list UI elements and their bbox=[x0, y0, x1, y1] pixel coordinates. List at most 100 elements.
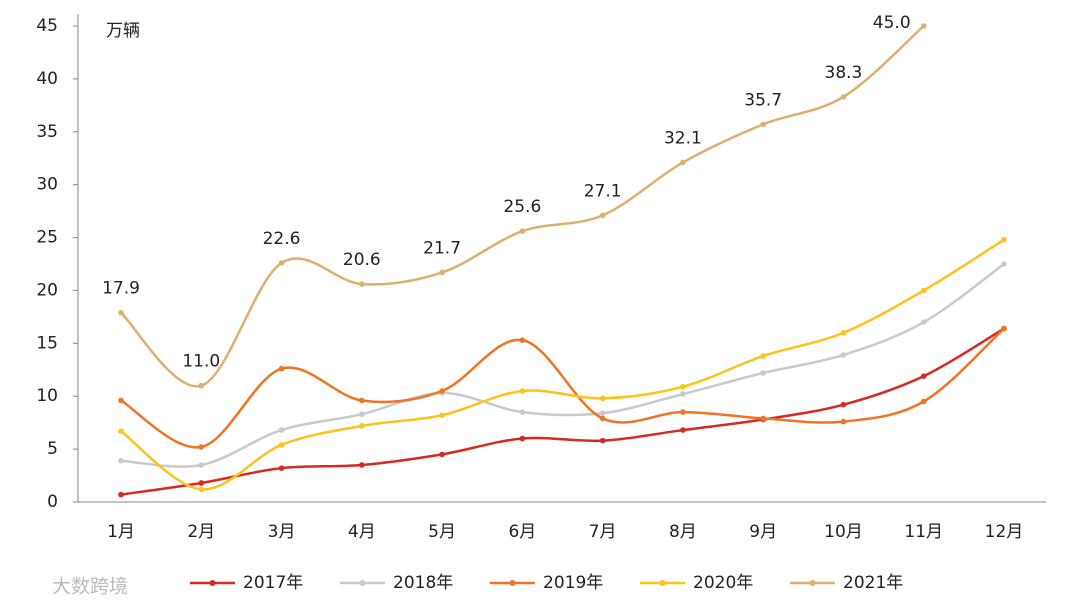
data-point bbox=[920, 319, 927, 325]
data-point bbox=[840, 329, 847, 336]
data-label: 32.1 bbox=[664, 128, 702, 148]
data-point bbox=[198, 382, 205, 389]
data-point bbox=[519, 409, 526, 415]
x-tick-label: 7月 bbox=[589, 522, 617, 542]
series-line bbox=[120, 238, 1005, 491]
data-point bbox=[599, 410, 606, 416]
data-point bbox=[278, 365, 285, 372]
y-tick-label: 35 bbox=[36, 122, 58, 142]
x-tick-label: 11月 bbox=[904, 522, 943, 542]
data-point bbox=[599, 415, 606, 422]
data-point bbox=[198, 486, 205, 493]
data-point bbox=[198, 480, 205, 486]
data-point bbox=[439, 269, 445, 276]
data-point bbox=[278, 427, 285, 433]
data-point bbox=[359, 411, 365, 418]
data-point bbox=[680, 391, 686, 397]
data-point bbox=[278, 442, 285, 448]
x-tick-label: 3月 bbox=[268, 522, 296, 542]
data-point bbox=[680, 427, 686, 433]
x-tick-label: 4月 bbox=[348, 522, 376, 542]
data-point bbox=[359, 462, 365, 468]
data-point bbox=[840, 401, 847, 408]
y-tick-label: 5 bbox=[47, 439, 58, 459]
y-tick-label: 40 bbox=[36, 69, 58, 89]
series-line bbox=[120, 327, 1005, 496]
data-point bbox=[920, 398, 927, 405]
legend-label: 2019年 bbox=[543, 573, 603, 593]
legend-label: 2017年 bbox=[243, 573, 303, 593]
data-point bbox=[760, 353, 766, 359]
data-point bbox=[439, 451, 445, 458]
data-point bbox=[198, 444, 205, 450]
data-label: 27.1 bbox=[584, 181, 622, 201]
data-point bbox=[118, 309, 124, 316]
data-point bbox=[359, 423, 365, 429]
legend-marker bbox=[809, 580, 816, 586]
data-point bbox=[599, 212, 606, 219]
data-point bbox=[680, 159, 686, 166]
y-tick-label: 15 bbox=[36, 333, 58, 353]
data-point bbox=[920, 287, 927, 294]
x-tick-label: 12月 bbox=[985, 522, 1024, 542]
x-tick-label: 10月 bbox=[824, 522, 863, 542]
legend-marker bbox=[659, 580, 666, 586]
data-point bbox=[1001, 325, 1007, 332]
data-point bbox=[519, 337, 526, 343]
data-point bbox=[439, 412, 445, 419]
legend-label: 2021年 bbox=[843, 573, 903, 593]
series-line bbox=[120, 327, 1005, 449]
x-tick-label: 9月 bbox=[749, 522, 777, 542]
data-point bbox=[760, 370, 766, 376]
data-point bbox=[920, 23, 927, 29]
x-tick-label: 6月 bbox=[508, 522, 536, 542]
x-tick-label: 2月 bbox=[187, 522, 215, 542]
y-tick-label: 0 bbox=[47, 492, 58, 512]
watermark: 大数跨境 bbox=[52, 576, 128, 598]
data-point bbox=[840, 352, 847, 358]
legend-marker bbox=[509, 580, 516, 586]
y-tick-label: 45 bbox=[36, 16, 58, 36]
y-tick-label: 20 bbox=[36, 280, 58, 300]
legend-label: 2020年 bbox=[693, 573, 753, 593]
x-tick-label: 1月 bbox=[107, 522, 135, 542]
data-point bbox=[680, 409, 686, 415]
data-label: 22.6 bbox=[263, 229, 301, 249]
y-tick-label: 30 bbox=[36, 175, 58, 195]
data-point bbox=[599, 437, 606, 444]
legend-marker bbox=[359, 580, 366, 586]
data-point bbox=[118, 457, 124, 464]
data-label: 35.7 bbox=[744, 90, 782, 110]
data-label: 20.6 bbox=[343, 250, 381, 270]
y-tick-label: 10 bbox=[36, 386, 58, 406]
data-point bbox=[519, 388, 526, 394]
y-axis-unit: 万辆 bbox=[106, 21, 140, 41]
data-point bbox=[118, 491, 124, 498]
legend-marker bbox=[209, 580, 216, 586]
data-label: 11.0 bbox=[182, 352, 220, 372]
data-point bbox=[519, 228, 526, 235]
data-point bbox=[198, 462, 205, 468]
data-point bbox=[1001, 261, 1007, 267]
data-label: 45.0 bbox=[873, 13, 911, 33]
legend-label: 2018年 bbox=[393, 573, 453, 593]
data-point bbox=[359, 397, 365, 404]
data-label: 25.6 bbox=[503, 197, 541, 217]
data-point bbox=[599, 395, 606, 402]
data-point bbox=[519, 435, 526, 442]
data-label: 17.9 bbox=[102, 279, 140, 299]
data-point bbox=[920, 373, 927, 379]
data-point bbox=[278, 260, 285, 266]
x-tick-label: 5月 bbox=[428, 522, 456, 542]
y-tick-label: 25 bbox=[36, 228, 58, 248]
series-line bbox=[120, 25, 925, 388]
data-point bbox=[840, 94, 847, 100]
data-point bbox=[359, 281, 365, 287]
series-line bbox=[120, 262, 1005, 468]
data-point bbox=[439, 388, 445, 394]
data-point bbox=[760, 121, 766, 128]
data-point bbox=[760, 415, 766, 422]
data-point bbox=[118, 397, 124, 404]
